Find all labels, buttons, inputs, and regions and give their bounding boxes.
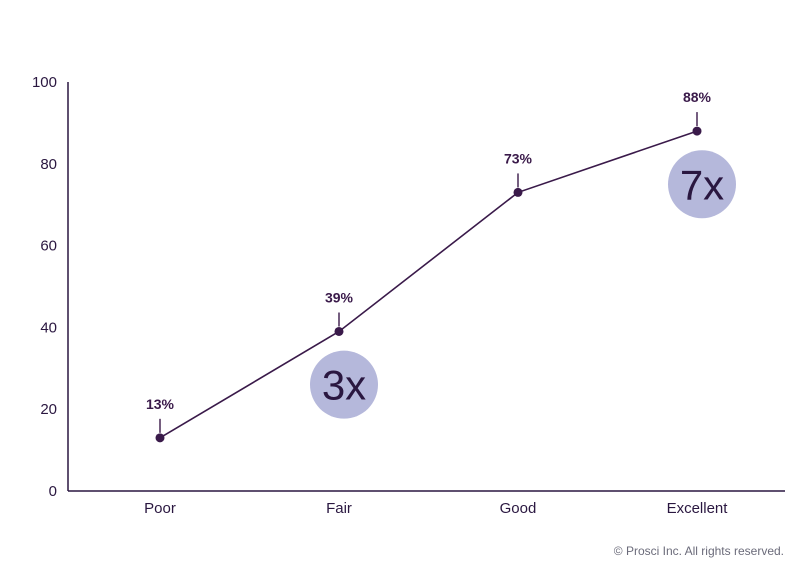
multiplier-bubble — [310, 350, 378, 419]
multiplier-bubble — [668, 150, 736, 219]
data-point — [513, 187, 523, 197]
multiplier-label: 7x — [680, 161, 724, 208]
axes: 0 20 40 60 80 100 Poor Fair Good Excellent — [32, 74, 785, 517]
y-tick-label: 60 — [40, 238, 57, 255]
data-label: 88% — [683, 89, 712, 105]
x-tick-label: Excellent — [667, 500, 729, 517]
data-point — [334, 326, 344, 336]
data-labels: 13% 39% 73% 88% — [146, 89, 712, 412]
y-tick-label: 40 — [40, 319, 57, 336]
y-tick-label: 100 — [32, 74, 57, 91]
data-point — [692, 126, 702, 136]
data-label: 73% — [504, 150, 533, 166]
copyright-notice: © Prosci Inc. All rights reserved. — [613, 544, 784, 558]
series-line — [155, 112, 702, 443]
y-tick-label: 80 — [40, 156, 57, 173]
data-point — [155, 433, 165, 443]
data-label: 39% — [325, 289, 354, 305]
series-polyline — [159, 130, 698, 439]
y-tick-label: 20 — [40, 401, 57, 418]
multiplier-annotations: 3x 7x — [310, 150, 736, 419]
y-tick-label: 0 — [49, 483, 57, 500]
multiplier-label: 3x — [322, 362, 366, 409]
x-tick-label: Poor — [144, 500, 176, 517]
data-label: 13% — [146, 396, 175, 412]
x-tick-label: Fair — [326, 500, 352, 517]
x-tick-label: Good — [500, 500, 537, 517]
